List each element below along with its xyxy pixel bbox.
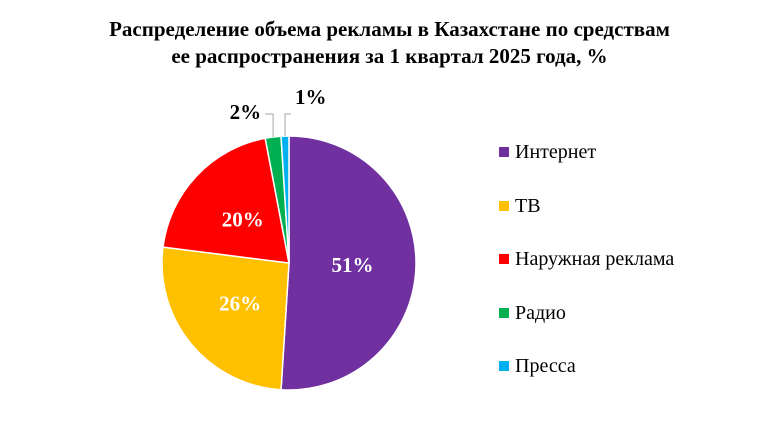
data-label-3: 20% (222, 208, 264, 232)
legend-label-2: ТВ (515, 194, 541, 217)
leader-line-4 (265, 113, 274, 137)
chart-title: Распределение объема рекламы в Казахстан… (0, 16, 779, 70)
leader-lines (265, 113, 292, 137)
data-label-4: 2% (230, 100, 262, 124)
chart-title-line-1: Распределение объема рекламы в Казахстан… (109, 17, 670, 41)
leader-line-5 (284, 113, 292, 137)
data-label-2: 26% (219, 292, 261, 316)
legend-swatch-1 (499, 147, 509, 157)
data-label-5: 1% (295, 85, 327, 109)
legend-swatch-3 (499, 254, 509, 264)
chart-title-line-2: ее распространения за 1 квартал 2025 год… (171, 44, 608, 68)
pie-slice-1 (280, 135, 417, 391)
legend-label-5: Пресса (515, 355, 576, 377)
legend-swatch-2 (499, 200, 509, 211)
pie-slices (161, 135, 417, 391)
data-label-1: 51% (332, 253, 374, 277)
legend-label-1: Интернет (515, 141, 597, 163)
data-labels: 51% 26% 20% 2% 1% (219, 85, 373, 316)
pie-slice-2 (161, 246, 290, 391)
legend-swatch-4 (499, 307, 509, 318)
legend-swatch-5 (499, 361, 509, 371)
pie-slice-3 (162, 137, 290, 264)
legend-label-3: Наружная реклама (515, 248, 675, 270)
legend-label-4: Радио (515, 301, 566, 324)
